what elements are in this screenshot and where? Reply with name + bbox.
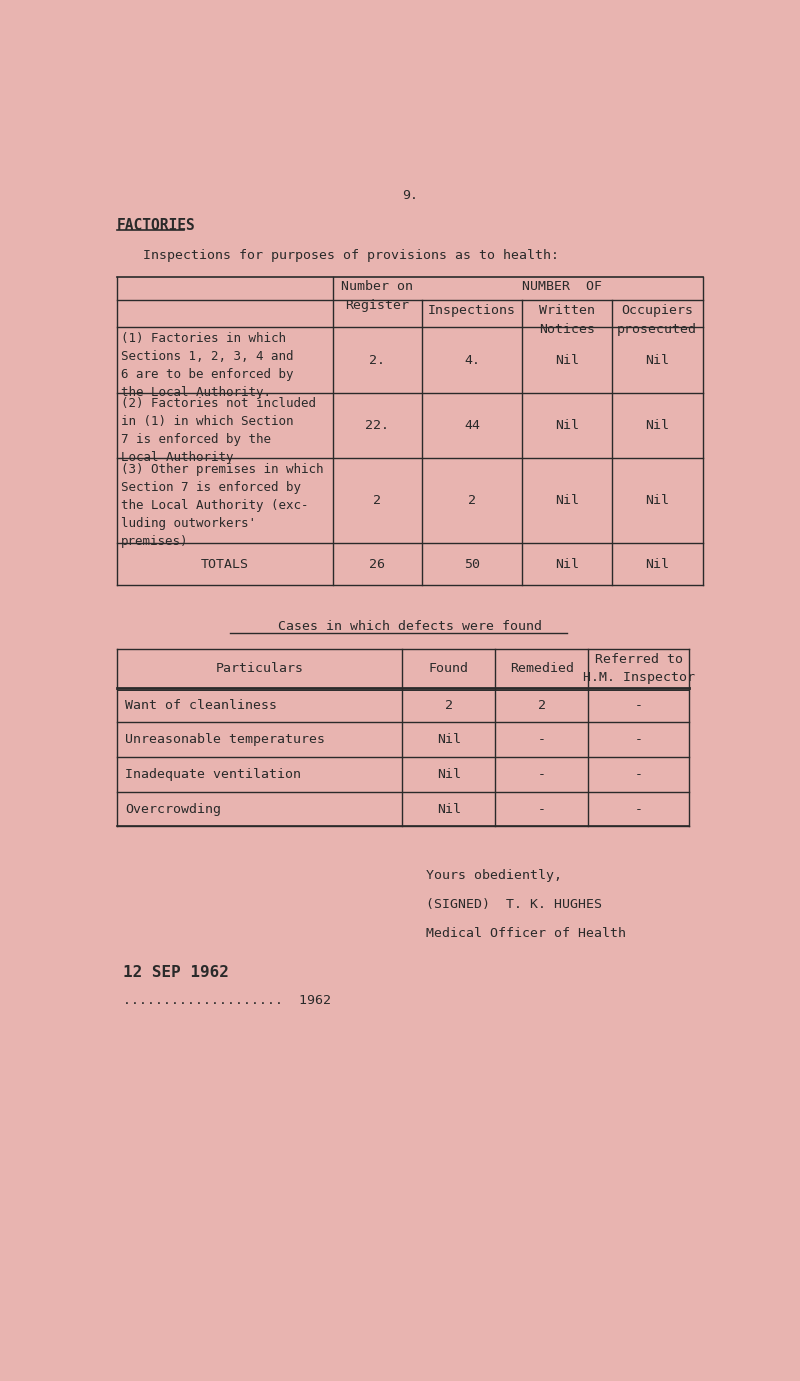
Text: -: - [634,699,642,711]
Text: Nil: Nil [646,494,670,507]
Text: 2.: 2. [369,354,385,366]
Text: Nil: Nil [555,418,579,432]
Text: -: - [634,733,642,746]
Text: Referred to
H.M. Inspector: Referred to H.M. Inspector [582,653,694,684]
Text: Nil: Nil [555,354,579,366]
Text: Unreasonable temperatures: Unreasonable temperatures [125,733,325,746]
Text: Nil: Nil [646,418,670,432]
Text: (SIGNED)  T. K. HUGHES: (SIGNED) T. K. HUGHES [426,898,602,911]
Text: Number on
Register: Number on Register [341,280,413,312]
Text: Nil: Nil [646,354,670,366]
Text: 22.: 22. [365,418,389,432]
Text: 44: 44 [464,418,480,432]
Text: Medical Officer of Health: Medical Officer of Health [426,927,626,940]
Text: -: - [538,733,546,746]
Text: 2: 2 [373,494,381,507]
Text: 4.: 4. [464,354,480,366]
Text: Found: Found [429,661,469,675]
Text: 9.: 9. [402,189,418,202]
Text: NUMBER  OF: NUMBER OF [522,280,602,293]
Text: -: - [538,768,546,780]
Text: Occupiers
prosecuted: Occupiers prosecuted [618,304,698,336]
Text: 12 SEP 1962: 12 SEP 1962 [123,965,229,981]
Text: Nil: Nil [646,558,670,570]
Text: Written
Notices: Written Notices [539,304,595,336]
Text: 2: 2 [445,699,453,711]
Text: Nil: Nil [437,802,461,816]
Text: -: - [634,802,642,816]
Text: (2) Factories not included
in (1) in which Section
7 is enforced by the
Local Au: (2) Factories not included in (1) in whi… [121,398,316,464]
Text: -: - [538,802,546,816]
Text: Inadequate ventilation: Inadequate ventilation [125,768,301,780]
Text: Nil: Nil [437,733,461,746]
Text: Inspections for purposes of provisions as to health:: Inspections for purposes of provisions a… [142,249,558,262]
Text: Inspections: Inspections [428,304,516,316]
Text: 50: 50 [464,558,480,570]
Text: ....................  1962: .................... 1962 [123,994,331,1007]
Text: Nil: Nil [555,494,579,507]
Text: (1) Factories in which
Sections 1, 2, 3, 4 and
6 are to be enforced by
the Local: (1) Factories in which Sections 1, 2, 3,… [121,331,294,399]
Text: Overcrowding: Overcrowding [125,802,221,816]
Text: (3) Other premises in which
Section 7 is enforced by
the Local Authority (exc-
l: (3) Other premises in which Section 7 is… [121,463,323,548]
Text: 2: 2 [538,699,546,711]
Text: -: - [634,768,642,780]
Text: Want of cleanliness: Want of cleanliness [125,699,277,711]
Text: Nil: Nil [555,558,579,570]
Text: 26: 26 [369,558,385,570]
Text: Remedied: Remedied [510,661,574,675]
Text: Particulars: Particulars [216,661,304,675]
Text: Yours obediently,: Yours obediently, [426,869,562,881]
Text: Cases in which defects were found: Cases in which defects were found [278,620,542,632]
Text: TOTALS: TOTALS [201,558,249,570]
Text: Nil: Nil [437,768,461,780]
Text: 2: 2 [468,494,476,507]
Text: FACTORIES: FACTORIES [117,218,196,233]
